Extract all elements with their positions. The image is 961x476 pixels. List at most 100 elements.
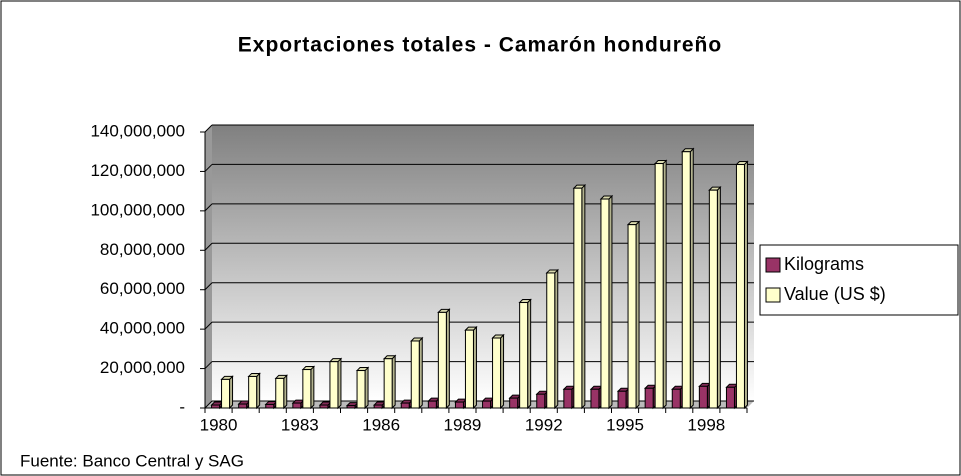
bar-face bbox=[221, 378, 231, 409]
bar-face bbox=[319, 404, 329, 409]
legend-swatch bbox=[765, 257, 781, 273]
y-tick-label: - bbox=[179, 397, 185, 416]
floor bbox=[205, 401, 754, 408]
bar bbox=[427, 396, 441, 410]
x-tick-label: 1989 bbox=[444, 415, 482, 434]
bar bbox=[599, 194, 614, 410]
grid-line bbox=[204, 321, 213, 330]
bar-face bbox=[735, 164, 745, 409]
bar bbox=[735, 160, 749, 410]
bar bbox=[535, 389, 549, 410]
bar bbox=[237, 399, 251, 410]
legend-label: Value (US $) bbox=[784, 284, 886, 304]
x-tick-label: 1986 bbox=[362, 415, 400, 434]
bar bbox=[437, 308, 451, 410]
bar-face bbox=[238, 403, 248, 409]
bar-face bbox=[302, 369, 312, 409]
y-tick-label: 80,000,000 bbox=[100, 240, 185, 259]
bar-face bbox=[573, 187, 583, 409]
bar-face bbox=[627, 224, 637, 409]
bar-face bbox=[492, 337, 502, 409]
bar-face bbox=[464, 329, 474, 409]
bar bbox=[562, 385, 577, 410]
bar-face bbox=[725, 386, 735, 409]
bar-face bbox=[410, 340, 420, 409]
bar-face bbox=[373, 404, 383, 409]
y-tick-label: 60,000,000 bbox=[100, 279, 185, 298]
bar bbox=[210, 400, 224, 410]
bar bbox=[328, 357, 343, 410]
bar-face bbox=[454, 401, 464, 409]
bar bbox=[454, 397, 468, 410]
bar-face bbox=[292, 402, 302, 409]
bar-face bbox=[265, 403, 275, 409]
bar bbox=[626, 220, 641, 410]
bar-face bbox=[590, 388, 600, 409]
grid-line bbox=[204, 361, 213, 369]
bar bbox=[616, 387, 631, 410]
grid-line bbox=[204, 164, 213, 172]
y-tick-label: 140,000,000 bbox=[90, 121, 185, 140]
bar-face bbox=[400, 402, 410, 409]
bar-face bbox=[681, 151, 691, 409]
bar bbox=[491, 333, 505, 410]
bar-face bbox=[329, 361, 339, 409]
grid-line bbox=[204, 124, 213, 133]
y-tick-label: 20,000,000 bbox=[100, 358, 185, 377]
bar bbox=[681, 147, 695, 410]
bar bbox=[481, 396, 495, 410]
bar-face bbox=[536, 393, 546, 409]
bar bbox=[264, 400, 278, 410]
bar-face bbox=[519, 302, 529, 409]
bar bbox=[708, 185, 722, 410]
bar bbox=[725, 383, 739, 410]
y-tick-label: 40,000,000 bbox=[100, 319, 185, 338]
bar-face bbox=[383, 358, 393, 409]
bar-face bbox=[708, 189, 718, 409]
bar bbox=[318, 400, 333, 410]
legend-swatch bbox=[765, 287, 781, 303]
bar-face bbox=[437, 311, 447, 409]
bar-face bbox=[427, 400, 437, 409]
x-tick-label: 1995 bbox=[606, 415, 644, 434]
bar-face bbox=[600, 198, 610, 409]
bar bbox=[671, 385, 685, 410]
bar bbox=[355, 366, 370, 410]
bar-face bbox=[644, 387, 654, 409]
bar-face bbox=[482, 400, 492, 409]
chart-title: Exportaciones totales - Camarón hondureñ… bbox=[238, 34, 722, 57]
bar bbox=[400, 398, 414, 410]
y-tick-label: 120,000,000 bbox=[90, 161, 185, 180]
bar-face bbox=[698, 385, 708, 409]
bar bbox=[247, 372, 261, 410]
bar bbox=[220, 375, 234, 410]
bar bbox=[545, 268, 559, 410]
bar-face bbox=[546, 272, 556, 409]
plot-background bbox=[212, 125, 754, 401]
bar bbox=[698, 382, 712, 410]
grid-line bbox=[204, 400, 213, 409]
bar bbox=[589, 385, 604, 410]
grid-line bbox=[204, 282, 213, 291]
bar bbox=[464, 325, 478, 410]
bar-face bbox=[654, 163, 664, 409]
bar bbox=[382, 354, 397, 410]
grid-line bbox=[204, 242, 213, 251]
bar-face bbox=[617, 390, 627, 409]
bar-face bbox=[275, 377, 285, 409]
x-tick-label: 1998 bbox=[687, 415, 725, 434]
bar bbox=[572, 183, 587, 410]
bar bbox=[372, 400, 387, 410]
bar-face bbox=[211, 404, 221, 409]
legend-box bbox=[759, 244, 959, 316]
bar bbox=[301, 365, 316, 410]
source-note: Fuente: Banco Central y SAG bbox=[20, 451, 244, 470]
bar-face bbox=[509, 397, 519, 409]
grid-line bbox=[204, 203, 213, 212]
bar-face bbox=[563, 388, 573, 409]
bar bbox=[508, 393, 522, 410]
bar bbox=[291, 398, 306, 410]
legend-label: Kilograms bbox=[784, 254, 864, 274]
x-tick-label: 1992 bbox=[525, 415, 563, 434]
